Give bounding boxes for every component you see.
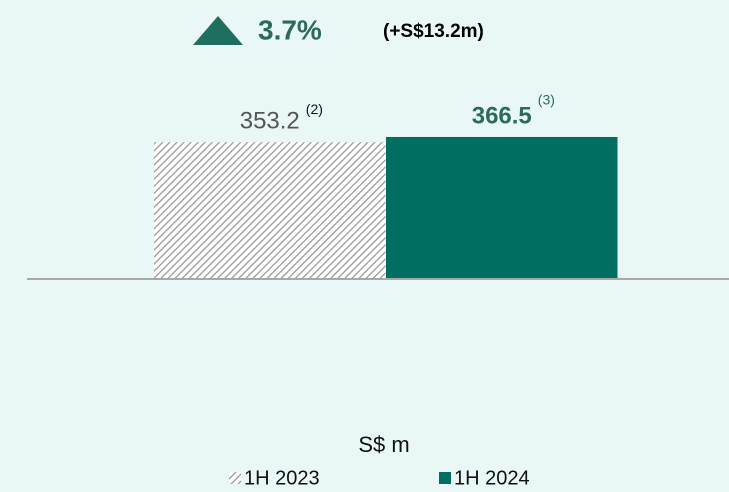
axis-label: S$ m [358,432,409,457]
legend-label: 1H 2023 [244,467,320,489]
value-label: 353.2 [240,107,300,134]
bar [154,142,386,279]
footnote-mark: (2) [306,101,323,117]
legend-swatch [439,472,451,484]
change-percent: 3.7% [258,14,322,45]
change-amount: (+S$13.2m) [383,21,484,42]
value-label: 366.5 [472,102,532,129]
up-arrow [193,16,243,45]
bar [386,136,618,279]
footnote-mark: (3) [538,92,555,108]
legend-label: 1H 2024 [454,467,530,489]
legend-swatch [229,472,241,484]
